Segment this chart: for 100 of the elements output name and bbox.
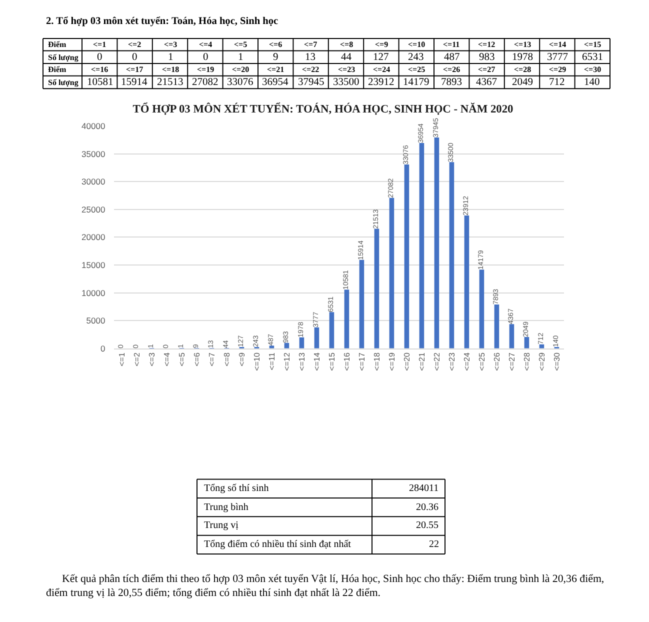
category-label: <=17 [126, 65, 144, 74]
category-label: <=20 [232, 65, 250, 74]
category-label: <=11 [443, 40, 460, 49]
x-tick-label: <=17 [357, 352, 366, 371]
x-tick-label: <=14 [312, 352, 322, 371]
x-tick-label: <=2 [132, 352, 142, 366]
x-tick-label: <=23 [447, 352, 456, 371]
text: 1 [238, 52, 244, 63]
category-label: <=22 [302, 65, 320, 74]
text: 36954 [262, 77, 289, 88]
category-label: <=14 [549, 40, 566, 49]
category-label: <=23 [338, 65, 356, 74]
text: 23912 [368, 77, 394, 88]
x-tick-label: <=27 [507, 352, 516, 371]
category-label: <=6 [269, 40, 282, 49]
text: 27082 [192, 77, 218, 88]
x-tick-label: <=6 [192, 352, 202, 366]
category-label: <=30 [584, 65, 602, 74]
y-tick-label: 5000 [86, 316, 106, 326]
category-label: <=21 [267, 65, 284, 74]
text: 9 [273, 52, 278, 63]
text: 15914 [121, 77, 148, 88]
text: 20.55 [416, 520, 438, 531]
category-label: <=12 [478, 40, 496, 49]
x-tick-label: <=10 [252, 352, 262, 371]
y-tick-label: 0 [100, 343, 106, 354]
y-tick-label: 15000 [82, 260, 106, 270]
category-label: <=1 [93, 40, 106, 49]
category-label: <=9 [375, 40, 388, 49]
text: Trung bình [204, 502, 248, 513]
text: Tổng điểm có nhiều thí sinh đạt nhất [204, 539, 352, 550]
category-label: <=8 [340, 40, 354, 49]
text: Điểm [48, 40, 66, 49]
category-label: <=7 [304, 40, 318, 49]
x-tick-label: <=16 [342, 352, 352, 371]
chart-title: TỔ HỢP 03 MÔN XÉT TUYỂN: TOÁN, HÓA HỌC, SINH HỌC - NĂM 2020 [132, 101, 514, 116]
y-tick-label: 30000 [82, 176, 106, 187]
category-label: <=16 [91, 65, 108, 74]
category-label: <=13 [514, 40, 532, 49]
x-tick-label: <=3 [147, 352, 156, 366]
x-tick-label: <=12 [282, 352, 292, 371]
x-tick-label: <=19 [387, 352, 396, 371]
category-label: <=3 [164, 40, 178, 49]
category-label: <=2 [128, 40, 142, 49]
text: Kết quả phân tích điểm thi theo tổ hợp 03 môn xét tuyển Vật lí, Hóa học, Sinh học cho thấy: Điểm trung bình là 20,36 điểm, điểm trung vị là 20,55 điểm; tổng điểm có nhiều thí sinh đạt nhất là 22 điểm. [46, 573, 604, 599]
text: 33500 [333, 77, 360, 88]
text: 22 [429, 539, 439, 550]
category-label: <=4 [199, 40, 212, 49]
y-tick-label: 35000 [82, 148, 106, 159]
y-tick-label: 10000 [82, 288, 106, 298]
x-tick-label: <=26 [492, 352, 502, 371]
category-label: <=28 [514, 65, 532, 74]
text: 2049 [512, 77, 533, 88]
category-label: <=27 [478, 65, 496, 74]
text: 10581 [87, 77, 114, 88]
y-tick-label: 40000 [82, 121, 106, 131]
text: 6531 [582, 52, 603, 63]
category-label: <=5 [234, 40, 248, 49]
text: 1978 [512, 52, 533, 63]
text: 13 [305, 52, 316, 63]
x-tick-label: <=21 [417, 352, 426, 371]
text: 284011 [409, 483, 439, 494]
text: 712 [549, 77, 565, 88]
text: Điểm [48, 65, 67, 74]
category-label: <=15 [584, 40, 602, 49]
x-tick-label: <=29 [537, 352, 546, 371]
text: 20.36 [416, 502, 438, 513]
x-tick-label: <=18 [372, 352, 382, 371]
x-tick-label: <=9 [237, 352, 246, 366]
y-tick-label: 20000 [82, 232, 106, 242]
category-label: <=24 [373, 65, 390, 74]
x-tick-label: <=1 [117, 352, 126, 366]
text: 2. Tổ hợp 03 môn xét tuyển: Toán, Hóa học, Sinh học [46, 16, 279, 27]
text: 7893 [441, 77, 462, 88]
text: 140 [584, 77, 600, 88]
text: 14179 [403, 77, 430, 88]
x-tick-label: <=7 [207, 352, 216, 366]
x-tick-label: <=20 [402, 352, 412, 371]
text: 0 [132, 52, 138, 63]
text: 33076 [227, 77, 254, 88]
text: Trung vị [204, 520, 239, 531]
x-tick-label: <=28 [522, 352, 532, 371]
category-label: <=29 [549, 65, 566, 74]
x-tick-label: <=22 [432, 352, 442, 371]
x-tick-label: <=15 [327, 352, 336, 371]
x-tick-label: <=13 [297, 352, 306, 371]
text: 44 [341, 52, 352, 63]
x-tick-label: <=4 [162, 352, 172, 366]
text: 0 [203, 52, 208, 63]
y-tick-label: 25000 [82, 204, 106, 214]
text: 4367 [476, 77, 497, 88]
text: 3777 [547, 52, 568, 63]
text: 983 [479, 52, 495, 63]
text: Số lượng [48, 53, 78, 62]
x-tick-label: <=24 [462, 352, 472, 371]
x-tick-label: <=5 [177, 352, 186, 366]
category-label: <=19 [197, 65, 214, 74]
text: 21513 [157, 77, 184, 88]
text: 487 [444, 52, 460, 63]
category-label: <=26 [443, 65, 460, 74]
